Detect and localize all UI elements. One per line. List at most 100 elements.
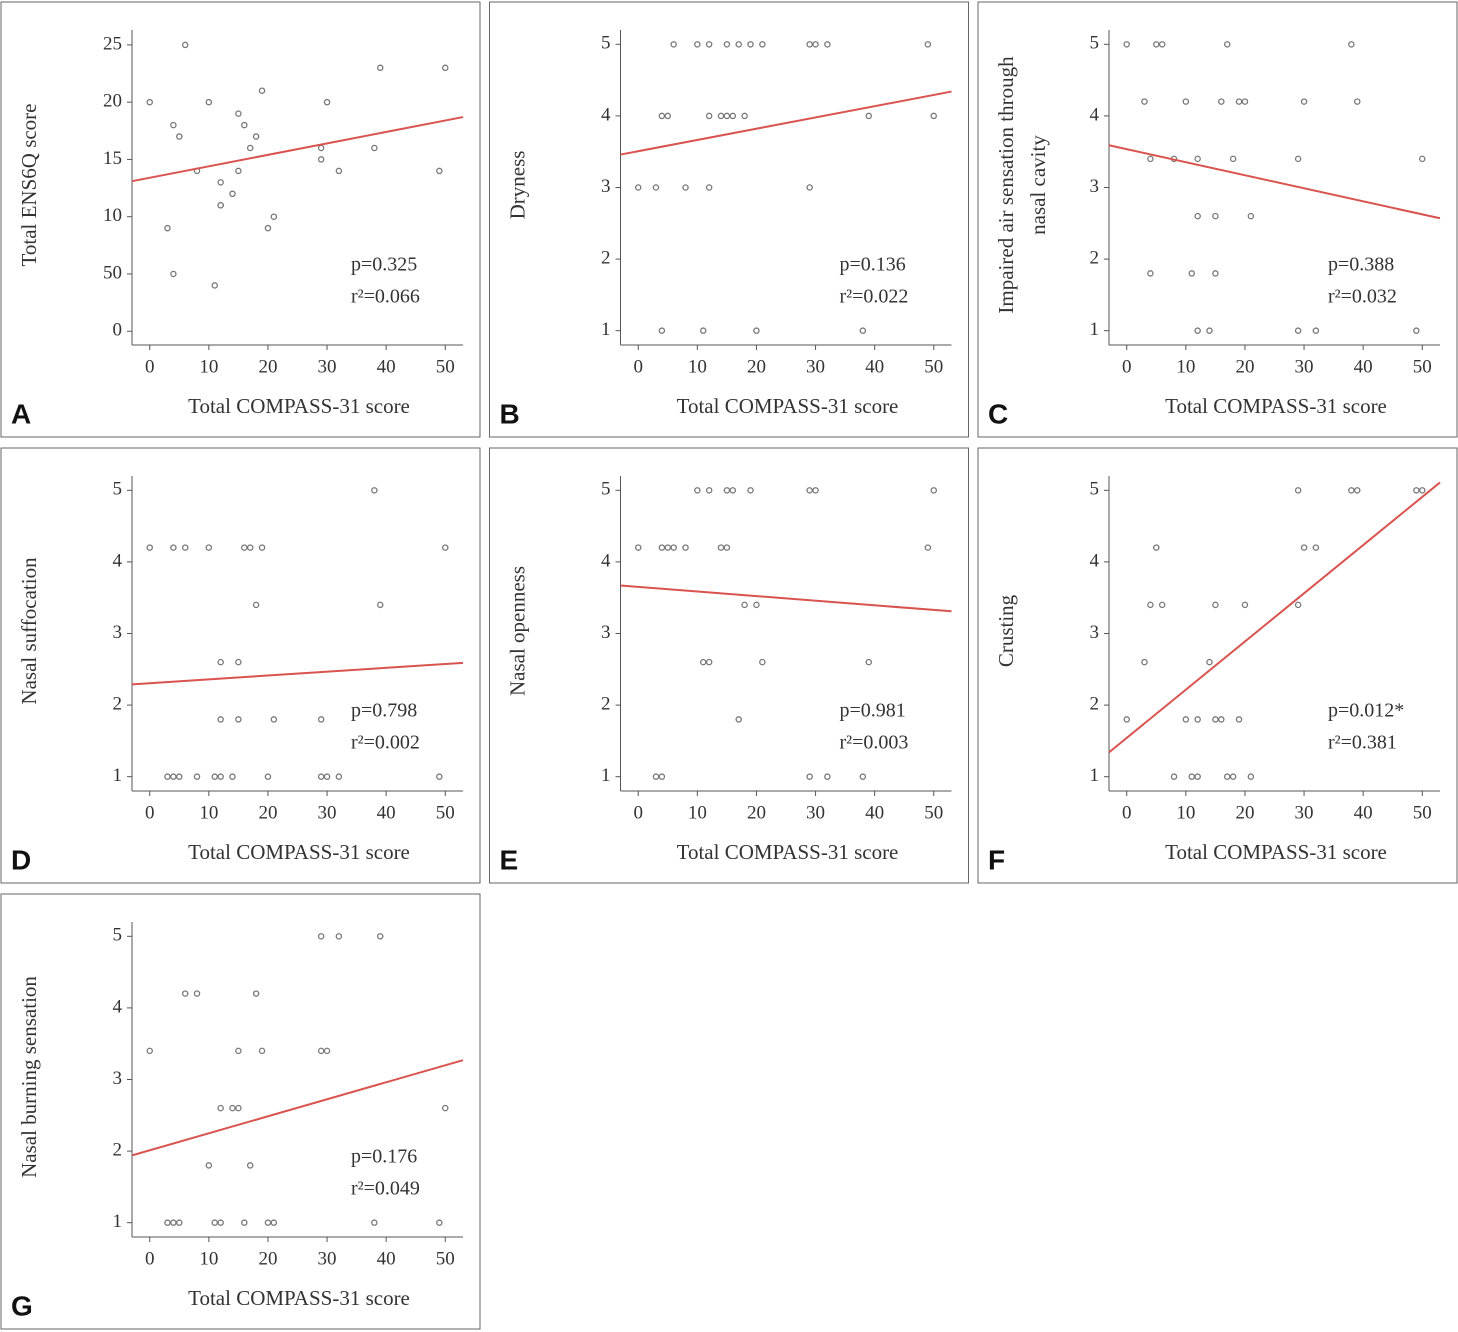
point [694, 487, 701, 494]
point [205, 98, 213, 106]
point [436, 167, 443, 175]
point [705, 487, 713, 494]
point [652, 184, 660, 191]
x-tick-label: 50 [924, 802, 943, 823]
annotation: p=0.176 [351, 1146, 417, 1168]
point [335, 773, 343, 780]
point [1194, 716, 1201, 723]
y-axis-title: Impaired air sensation through [994, 56, 1018, 314]
point [723, 544, 731, 551]
point [1194, 327, 1201, 334]
point [164, 1219, 171, 1226]
y-tick-label: 1 [113, 1211, 123, 1232]
point [865, 112, 872, 120]
point [930, 112, 938, 120]
x-axis-title: Total COMPASS-31 score [1165, 840, 1387, 864]
point [181, 41, 189, 49]
point [1194, 155, 1201, 163]
y-tick-label: 5 [1090, 479, 1100, 500]
annotation: p=0.136 [840, 254, 906, 276]
point [371, 487, 378, 494]
x-tick-label: 40 [865, 802, 884, 823]
point [1188, 270, 1195, 277]
point [1229, 155, 1237, 163]
point [759, 41, 766, 48]
y-tick-label: 2 [1090, 693, 1100, 714]
point [181, 990, 189, 997]
point [252, 990, 260, 997]
point [270, 213, 278, 220]
point [1223, 41, 1231, 48]
point [658, 773, 666, 780]
fit-line [620, 90, 952, 156]
point [335, 933, 343, 940]
panel-frame [489, 447, 969, 884]
point [723, 112, 731, 120]
x-axis-title: Total COMPASS-31 score [677, 394, 899, 418]
point [1348, 41, 1355, 48]
point [682, 544, 689, 551]
x-tick-label: 40 [377, 1248, 396, 1269]
annotation: r²=0.002 [351, 732, 420, 754]
y-tick-label: 3 [113, 622, 123, 643]
point [1353, 487, 1361, 494]
point [176, 1219, 183, 1226]
point [1153, 544, 1160, 551]
point [193, 773, 201, 780]
point [170, 1219, 177, 1226]
point [1235, 98, 1243, 105]
y-tick-label: 3 [1090, 622, 1100, 643]
x-tick-label: 10 [199, 802, 218, 823]
y-tick-label: 4 [113, 550, 123, 571]
annotation: p=0.388 [1328, 254, 1394, 276]
panel-frame [489, 1, 969, 438]
panel-label: C [988, 398, 1008, 429]
point [859, 773, 867, 780]
x-tick-label: 20 [258, 1248, 277, 1269]
point [747, 487, 754, 494]
point [217, 1104, 224, 1112]
x-tick-label: 40 [377, 802, 396, 823]
x-tick-label: 30 [806, 802, 825, 823]
point [181, 544, 189, 551]
point [1212, 716, 1219, 723]
point [670, 41, 677, 48]
point [747, 41, 754, 48]
y-tick-label: 25 [103, 33, 122, 54]
y-axis-title: Nasal burning sensation [17, 976, 41, 1178]
point [211, 1219, 218, 1226]
point [229, 190, 236, 198]
point [1194, 212, 1201, 220]
x-tick-label: 0 [1122, 356, 1132, 377]
point [1294, 155, 1302, 163]
panel-label: D [11, 844, 31, 875]
x-axis-title: Total COMPASS-31 score [1165, 394, 1387, 418]
y-tick-label: 2 [1090, 247, 1100, 268]
point [246, 1162, 254, 1169]
x-tick-label: 10 [1176, 356, 1195, 377]
x-tick-label: 30 [806, 356, 825, 377]
point [1147, 270, 1154, 277]
fit-line [1108, 481, 1441, 754]
point [759, 658, 766, 666]
y-tick-label: 1 [1090, 319, 1100, 340]
point [806, 184, 813, 191]
point [229, 773, 236, 780]
point [705, 658, 713, 666]
point [1294, 601, 1302, 609]
x-tick-label: 50 [1413, 802, 1432, 823]
point [217, 1219, 224, 1226]
y-tick-label: 1 [113, 765, 123, 786]
point [658, 327, 666, 334]
point [1294, 327, 1302, 334]
point [1182, 98, 1190, 105]
x-tick-label: 30 [318, 802, 337, 823]
point [264, 224, 272, 232]
point [1218, 98, 1225, 105]
point [246, 544, 254, 551]
panel: 0 50 10 15 20 25 0 10 20 30 40 50 A Total COMPASS-31 … [0, 1, 481, 438]
x-axis-title: Total COMPASS-31 score [188, 394, 410, 418]
point [1235, 716, 1243, 723]
point [1300, 544, 1308, 551]
fit-line [131, 661, 464, 686]
